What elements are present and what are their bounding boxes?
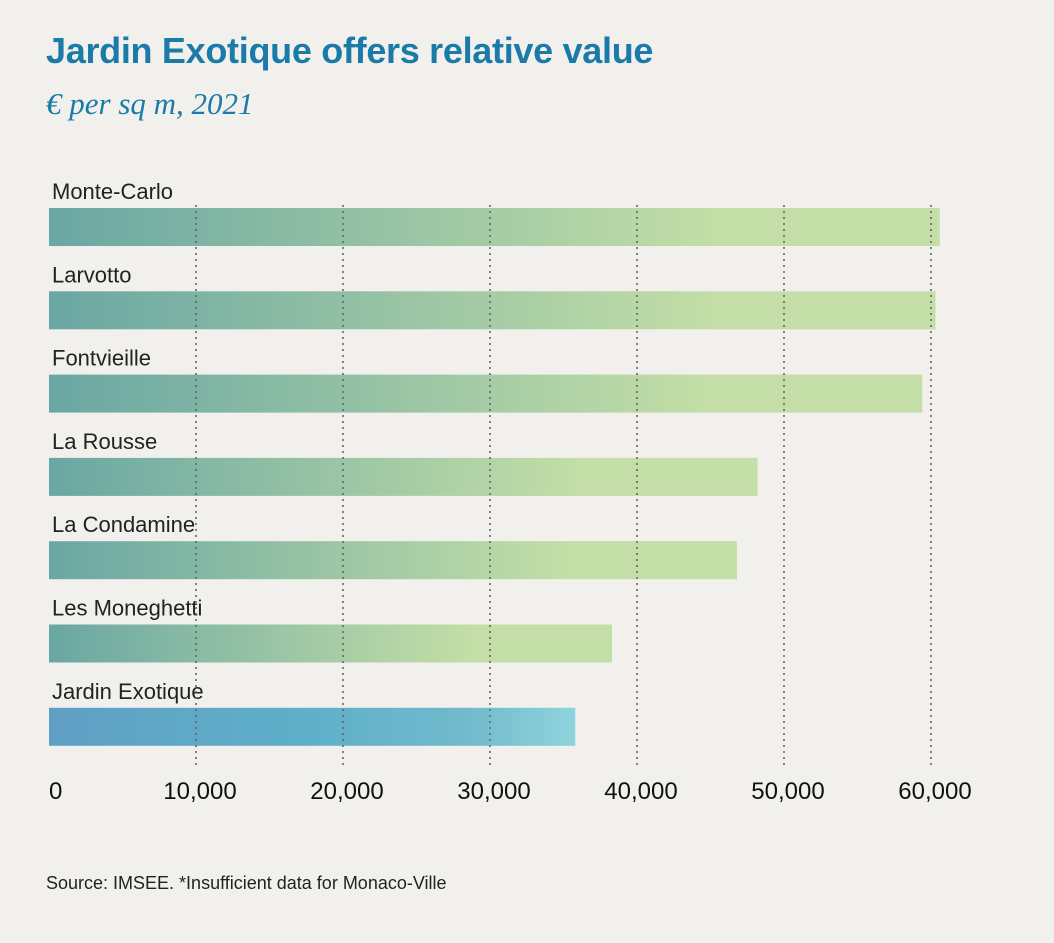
x-tick-label: 0: [49, 778, 62, 805]
x-tick-label: 40,000: [604, 778, 677, 805]
chart-subtitle: € per sq m, 2021: [46, 86, 254, 121]
category-label: Fontvieille: [52, 346, 151, 371]
bar-monte-carlo: [49, 208, 940, 246]
bar-fontvieille: [49, 374, 923, 413]
bar-les-moneghetti: [49, 624, 613, 663]
category-label: Jardin Exotique: [52, 679, 204, 704]
category-label: La Condamine: [52, 512, 195, 537]
source-note: Source: IMSEE. *Insufficient data for Mo…: [46, 873, 447, 893]
x-tick-label: 30,000: [457, 778, 530, 805]
bar-la-rousse: [49, 457, 758, 496]
bar-larvotto: [49, 291, 936, 330]
bar-la-condamine: [49, 541, 737, 580]
category-label: Les Moneghetti: [52, 596, 202, 621]
chart-title: Jardin Exotique offers relative value: [46, 30, 654, 71]
category-label: Monte-Carlo: [52, 179, 173, 204]
category-label: La Rousse: [52, 429, 157, 454]
x-tick-label: 60,000: [898, 778, 971, 805]
x-tick-label: 20,000: [310, 778, 383, 805]
x-tick-label: 10,000: [163, 778, 236, 805]
bar-jardin-exotique: [49, 707, 576, 746]
category-label: Larvotto: [52, 262, 132, 287]
x-tick-label: 50,000: [751, 778, 824, 805]
